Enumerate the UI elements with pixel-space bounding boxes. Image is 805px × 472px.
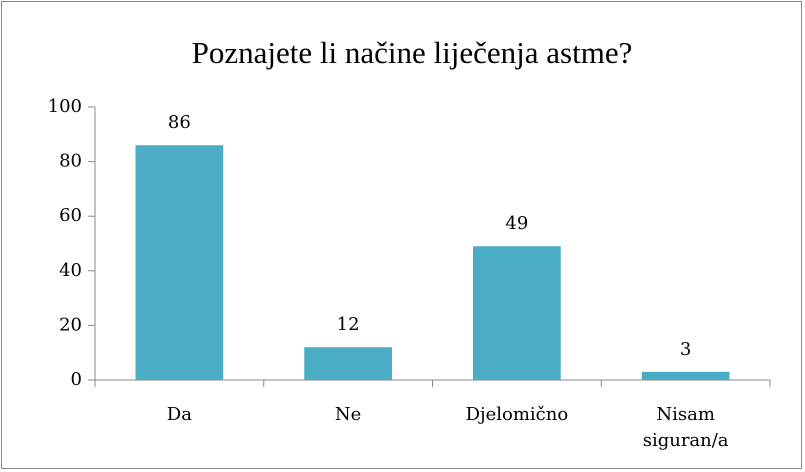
y-tick-label: 20 (59, 314, 82, 335)
x-tick-label: Da (166, 404, 192, 425)
y-tick-label: 40 (59, 260, 82, 281)
y-tick-label: 60 (59, 205, 82, 226)
data-label: 3 (680, 339, 691, 360)
y-tick-label: 80 (59, 151, 82, 172)
bar (473, 246, 561, 380)
x-tick-label: Djelomično (465, 404, 569, 425)
data-label: 86 (168, 112, 191, 133)
data-label: 12 (337, 314, 360, 335)
bar (135, 145, 224, 380)
bar (304, 347, 392, 380)
y-tick-label: 0 (71, 369, 82, 390)
x-tick-label: Nisam siguran/a (642, 404, 729, 451)
y-tick-label: 100 (48, 96, 82, 117)
bar (641, 371, 730, 380)
x-tick-label: Ne (334, 404, 362, 425)
chart-title: Poznajete li načine liječenja astme? (192, 35, 633, 70)
data-label: 49 (505, 213, 528, 234)
